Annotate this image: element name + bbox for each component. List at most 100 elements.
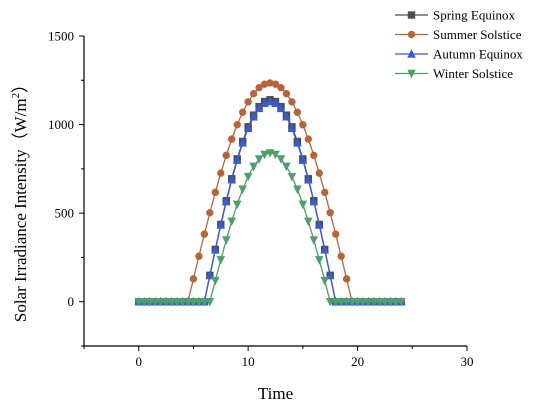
data-point: [206, 209, 214, 217]
y-tick-label: 1000: [48, 117, 74, 132]
data-point: [321, 188, 329, 197]
data-point: [134, 298, 143, 307]
data-point: [320, 276, 330, 286]
y-tick-label: 1500: [48, 29, 74, 44]
series-summer-solstice: [135, 79, 406, 306]
data-point: [271, 80, 280, 88]
data-point: [238, 185, 247, 195]
data-point: [293, 185, 302, 195]
series-line: [138, 152, 402, 303]
data-point: [195, 252, 203, 260]
data-point: [293, 138, 302, 147]
y-tick-label: 500: [55, 206, 75, 221]
data-point: [189, 275, 198, 283]
data-point: [397, 298, 406, 307]
data-point: [337, 252, 345, 260]
data-point: [243, 172, 253, 182]
data-point: [254, 155, 264, 164]
legend-item: Autumn Equinox: [395, 47, 523, 62]
data-point: [364, 298, 373, 307]
series-autumn-equinox: [134, 96, 406, 306]
data-point: [309, 236, 319, 245]
data-point: [304, 174, 313, 184]
data-point: [271, 150, 280, 160]
series-line: [138, 99, 402, 303]
legend-marker: [407, 30, 416, 39]
data-point: [265, 96, 275, 106]
data-point: [172, 298, 182, 307]
data-point: [298, 155, 308, 164]
data-point: [233, 121, 241, 129]
series-layer: [134, 79, 406, 307]
data-point: [298, 200, 308, 210]
legend-label: Winter Solstice: [433, 66, 513, 81]
data-point: [161, 298, 171, 307]
data-point: [304, 217, 313, 227]
data-point: [232, 155, 242, 164]
data-point: [331, 230, 340, 238]
data-point: [189, 298, 198, 307]
data-point: [299, 121, 307, 129]
data-point: [276, 103, 286, 113]
legend-marker: [407, 49, 416, 58]
data-point: [244, 98, 252, 106]
data-point: [375, 298, 384, 307]
data-point: [288, 98, 296, 106]
data-point: [200, 230, 209, 238]
data-point: [326, 209, 334, 217]
x-tick-label: 30: [461, 354, 474, 369]
data-point: [243, 123, 253, 133]
data-point: [167, 298, 176, 307]
data-point: [353, 298, 362, 307]
data-point: [276, 155, 286, 164]
axes: 0 10 20 30 0 500 1000 1500 Time Solar Irradiance …: [10, 29, 474, 404]
data-point: [315, 169, 323, 177]
data-point: [277, 84, 285, 92]
legend-item: Spring Equinox: [395, 8, 515, 23]
data-point: [216, 220, 226, 229]
data-point: [271, 98, 280, 107]
legend-marker: [407, 69, 416, 79]
data-point: [205, 298, 215, 307]
data-point: [211, 276, 220, 286]
y-tick-label: 0: [68, 294, 75, 309]
data-point: [139, 298, 149, 307]
legend-marker: [407, 11, 416, 19]
data-point: [211, 245, 220, 254]
data-point: [255, 84, 263, 92]
data-point: [249, 89, 258, 98]
data-point: [178, 298, 187, 307]
data-point: [287, 123, 297, 133]
data-point: [282, 162, 291, 172]
data-point: [358, 298, 368, 307]
data-point: [217, 169, 225, 177]
legend-item: Winter Solstice: [395, 66, 513, 81]
data-point: [342, 275, 351, 283]
data-point: [314, 256, 324, 265]
data-point: [260, 150, 269, 160]
data-point: [249, 111, 258, 121]
data-point: [221, 236, 231, 245]
data-point: [347, 298, 357, 307]
data-point: [145, 298, 154, 307]
legend: Spring Equinox Summer Solstice Autumn Equi…: [395, 8, 523, 81]
data-point: [391, 298, 401, 307]
data-point: [369, 298, 379, 307]
data-point: [282, 111, 291, 121]
data-point: [386, 298, 395, 307]
legend-label: Summer Solstice: [433, 27, 522, 42]
data-point: [304, 135, 313, 143]
legend-label: Autumn Equinox: [433, 47, 523, 62]
data-point: [287, 172, 297, 182]
data-point: [342, 298, 351, 307]
series-spring-equinox: [135, 96, 406, 306]
data-point: [336, 298, 346, 307]
data-point: [282, 89, 291, 98]
data-point: [211, 188, 220, 197]
data-point: [150, 298, 160, 307]
data-point: [194, 298, 204, 307]
series-line: [138, 82, 402, 303]
x-tick-label: 0: [135, 354, 142, 369]
data-point: [331, 298, 340, 307]
data-point: [325, 298, 335, 307]
